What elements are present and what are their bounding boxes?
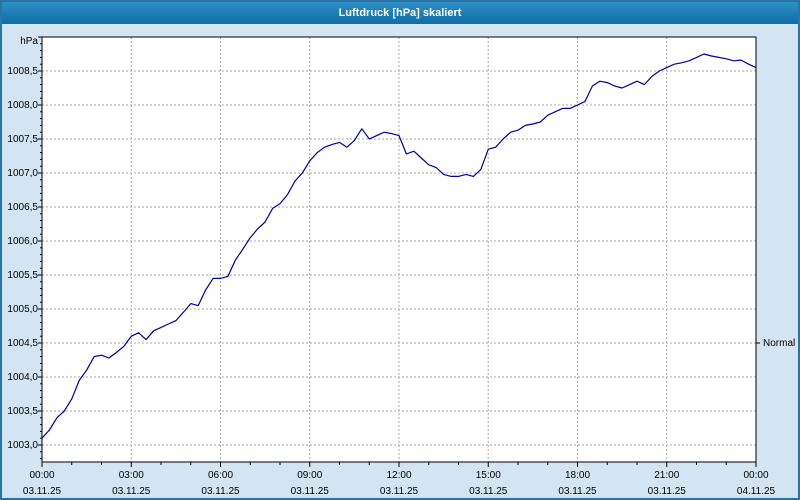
svg-text:06:00: 06:00 — [208, 470, 233, 481]
svg-text:00:00: 00:00 — [29, 470, 54, 481]
svg-text:03.11.25: 03.11.25 — [469, 486, 508, 497]
svg-text:1003,0: 1003,0 — [7, 440, 38, 451]
svg-text:21:00: 21:00 — [654, 470, 679, 481]
svg-text:1008,0: 1008,0 — [7, 100, 38, 111]
svg-text:1005,0: 1005,0 — [7, 304, 38, 315]
svg-text:12:00: 12:00 — [386, 470, 411, 481]
window-title: Luftdruck [hPa] skaliert — [338, 7, 462, 19]
svg-text:1005,5: 1005,5 — [7, 270, 38, 281]
svg-text:04.11.25: 04.11.25 — [737, 486, 776, 497]
svg-text:03.11.25: 03.11.25 — [201, 486, 240, 497]
svg-text:1008,5: 1008,5 — [7, 66, 38, 77]
svg-text:09:00: 09:00 — [297, 470, 322, 481]
svg-text:18:00: 18:00 — [565, 470, 590, 481]
svg-text:1004,5: 1004,5 — [7, 338, 38, 349]
svg-text:15:00: 15:00 — [476, 470, 501, 481]
svg-text:1007,0: 1007,0 — [7, 168, 38, 179]
svg-text:hPa: hPa — [20, 36, 38, 47]
title-bar: Luftdruck [hPa] skaliert — [2, 2, 798, 24]
svg-text:1006,5: 1006,5 — [7, 202, 38, 213]
svg-text:00:00: 00:00 — [743, 470, 768, 481]
svg-text:03.11.25: 03.11.25 — [648, 486, 687, 497]
svg-text:1004,0: 1004,0 — [7, 372, 38, 383]
svg-text:Normal: Normal — [763, 338, 795, 349]
svg-text:03.11.25: 03.11.25 — [380, 486, 419, 497]
svg-text:03:00: 03:00 — [119, 470, 144, 481]
pressure-line-chart: hPa 1003,0 1003,5 1004,0 1004,5 1005,0 1005,5 1… — [7, 36, 795, 497]
svg-text:03.11.25: 03.11.25 — [291, 486, 330, 497]
chart-region: hPa 1003,0 1003,5 1004,0 1004,5 1005,0 1005,5 1… — [2, 24, 798, 498]
svg-text:1003,5: 1003,5 — [7, 406, 38, 417]
svg-text:03.11.25: 03.11.25 — [558, 486, 597, 497]
svg-text:03.11.25: 03.11.25 — [112, 486, 151, 497]
svg-text:1006,0: 1006,0 — [7, 236, 38, 247]
svg-text:03.11.25: 03.11.25 — [23, 486, 62, 497]
svg-text:1007,5: 1007,5 — [7, 134, 38, 145]
